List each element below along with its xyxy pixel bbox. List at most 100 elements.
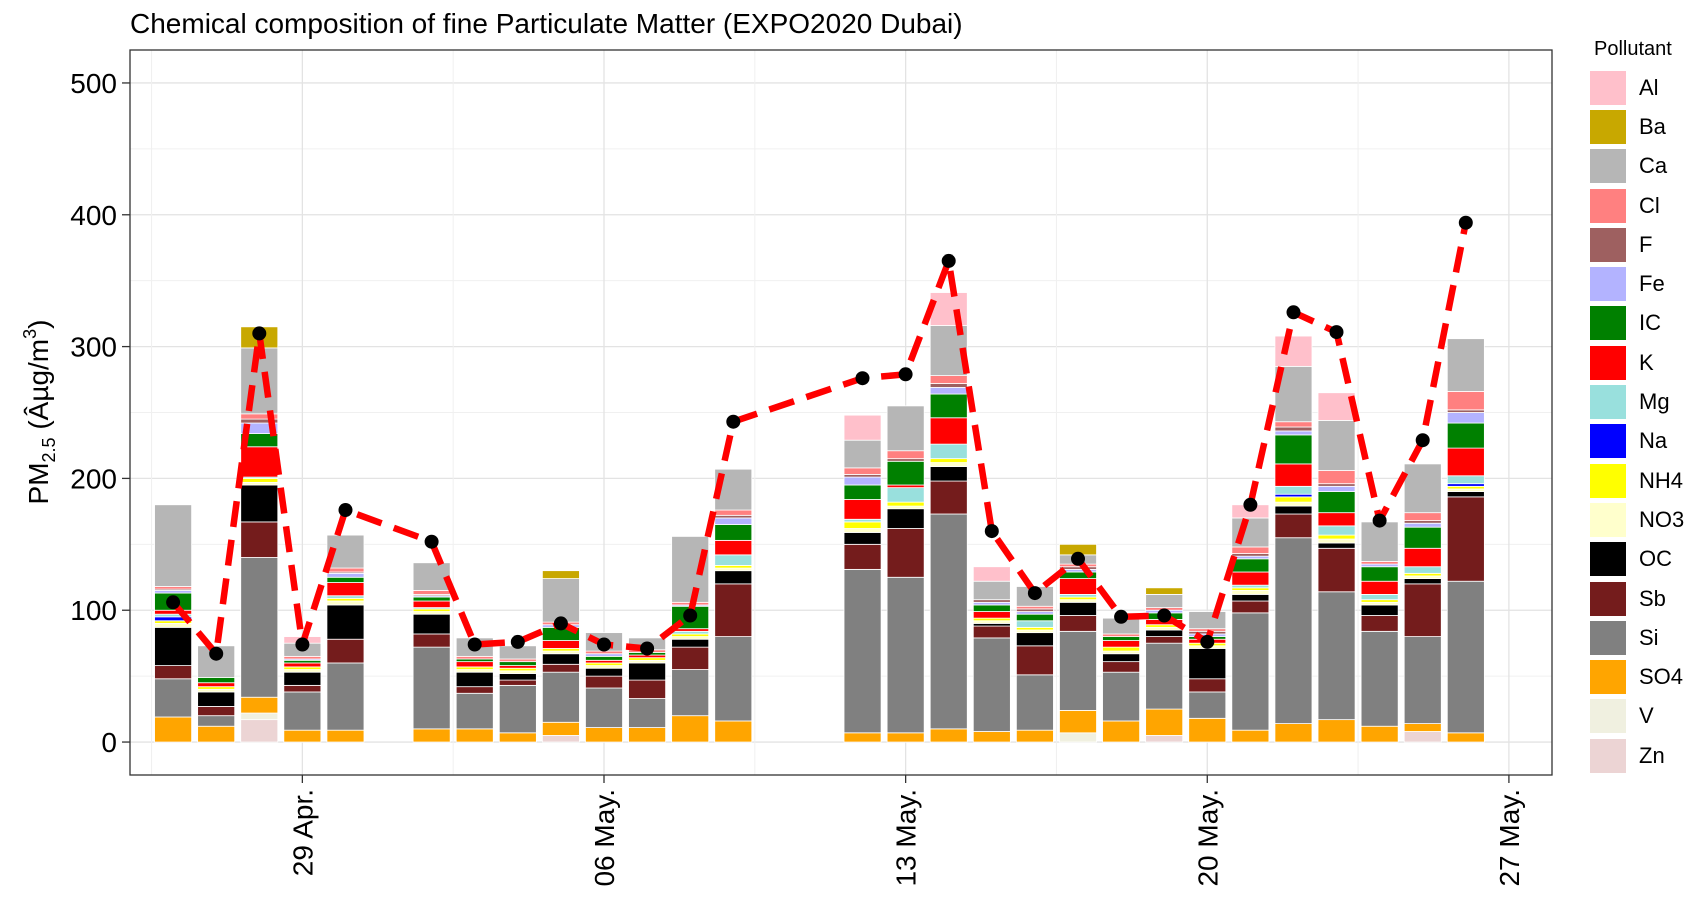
- bar-segment-so4: [541, 721, 580, 736]
- bar-segment-ic: [197, 677, 236, 684]
- bar-segment-ca: [843, 439, 882, 469]
- bar-segment-so4: [1231, 729, 1270, 743]
- bar-segment-sb: [240, 521, 279, 558]
- bar-stack: [929, 292, 968, 743]
- legend-item-fe: Fe: [1590, 264, 1700, 303]
- legend-item-sb: Sb: [1590, 579, 1700, 618]
- bar-segment-k: [1231, 571, 1270, 586]
- bar-segment-si: [1446, 580, 1485, 734]
- legend-swatch: [1590, 502, 1626, 537]
- legend-label: Sb: [1639, 585, 1666, 611]
- legend-item-si: Si: [1590, 618, 1700, 657]
- bar-stack: [412, 562, 451, 743]
- pm25-point: [1071, 551, 1085, 566]
- legend-label: OC: [1639, 546, 1672, 572]
- bar-segment-sb: [283, 684, 322, 693]
- legend-item-zn: Zn: [1590, 736, 1700, 775]
- bar-segment-sb: [1188, 678, 1227, 693]
- y-tick-label: 200: [70, 463, 117, 494]
- bar-segment-so4: [972, 731, 1011, 743]
- bar-segment-mg: [1446, 475, 1485, 485]
- bar-segment-mg: [1403, 566, 1442, 574]
- bar-stack: [1231, 504, 1270, 743]
- pm25-point: [941, 253, 956, 268]
- legend-label: NH4: [1639, 467, 1684, 493]
- bar-segment-k: [412, 600, 451, 608]
- ylabel-unit-post: ): [23, 320, 54, 329]
- pm25-point: [1027, 586, 1042, 601]
- svg-text:PM2.5 (Âµg/m3): PM2.5 (Âµg/m3): [20, 320, 59, 505]
- pm25-point: [1415, 433, 1430, 448]
- legend-item-cl: Cl: [1590, 186, 1700, 225]
- bar-segment-sb: [1059, 615, 1097, 632]
- bar-segment-oc: [671, 638, 710, 648]
- legend-swatch: [1590, 738, 1626, 773]
- bar-segment-mg: [1317, 525, 1356, 536]
- bar-segment-k: [1059, 578, 1097, 595]
- bar-stack: [1274, 335, 1313, 743]
- legend-item-no3: NO3: [1590, 500, 1700, 539]
- pm25-point: [510, 634, 525, 649]
- bar-segment-ic: [1317, 491, 1356, 514]
- y-tick-label: 400: [70, 200, 117, 231]
- bar-segment-k: [455, 661, 494, 668]
- bar-segment-ca: [972, 580, 1011, 601]
- x-tick-label: 27 May.: [1494, 789, 1525, 887]
- panel-border: [129, 49, 1553, 776]
- bar-stack: [714, 468, 753, 743]
- bar-segment-ic: [1274, 434, 1313, 465]
- bar-segment-si: [1231, 612, 1270, 731]
- bar-segment-sb: [1231, 600, 1270, 614]
- bar-segment-k: [843, 499, 882, 520]
- bar-segment-ic: [1102, 636, 1141, 641]
- bar-segment-so4: [326, 729, 365, 743]
- legend-label: Ca: [1639, 153, 1668, 179]
- bar-stack: [326, 534, 365, 743]
- legend-label: K: [1639, 349, 1654, 375]
- bar-segment-f: [1274, 426, 1313, 432]
- bar-segment-ca: [541, 578, 580, 623]
- pm25-point: [984, 524, 999, 539]
- ylabel-sup: 3: [20, 329, 40, 339]
- bar-segment-so4: [455, 728, 494, 743]
- bar-segment-so4: [714, 720, 753, 743]
- legend-swatch: [1590, 581, 1626, 616]
- bar-segment-si: [1403, 636, 1442, 724]
- x-tick-label: 20 May.: [1192, 789, 1223, 887]
- bar-segment-si: [843, 568, 882, 734]
- pm25-point: [553, 616, 568, 631]
- bar-segment-mg: [1360, 594, 1399, 601]
- bar-segment-oc: [283, 671, 322, 686]
- bar-segment-oc: [1145, 629, 1184, 637]
- ylabel-unit-pre: (Âµg/m: [23, 339, 54, 438]
- legend-label: Cl: [1639, 192, 1660, 218]
- bar-segment-ca: [886, 405, 925, 452]
- bar-segment-nh4: [240, 478, 279, 483]
- bar-segment-k: [585, 659, 623, 664]
- bar-segment-oc: [240, 484, 279, 523]
- bar-segment-so4: [412, 728, 451, 743]
- pm25-line: [166, 215, 1473, 661]
- bar-segment-zn: [1145, 735, 1184, 743]
- bar-segment-cl: [1403, 512, 1442, 521]
- bar-segment-k: [1102, 640, 1141, 648]
- bar-stack: [1015, 586, 1054, 743]
- bar-segment-sb: [671, 646, 710, 670]
- bar-segment-k: [929, 417, 968, 445]
- legend-swatch: [1590, 424, 1626, 459]
- bar-segment-so4: [585, 727, 623, 743]
- ylabel-sub: 2.5: [39, 437, 59, 462]
- bar-segment-oc: [1274, 505, 1313, 515]
- bar-segment-cl: [1446, 391, 1485, 411]
- bar-stack: [1102, 617, 1141, 743]
- pm25-point: [166, 595, 181, 610]
- legend-label: IC: [1639, 310, 1661, 336]
- bar-segment-si: [671, 669, 710, 717]
- bar-segment-so4: [154, 716, 193, 743]
- bar-segment-oc: [1059, 601, 1097, 616]
- bar-stack: [886, 405, 925, 743]
- bar-segment-oc: [585, 667, 623, 677]
- bar-segment-oc: [1231, 594, 1270, 602]
- chart-title: Chemical composition of fine Particulate…: [130, 8, 963, 39]
- bar-segment-ca: [1446, 338, 1485, 392]
